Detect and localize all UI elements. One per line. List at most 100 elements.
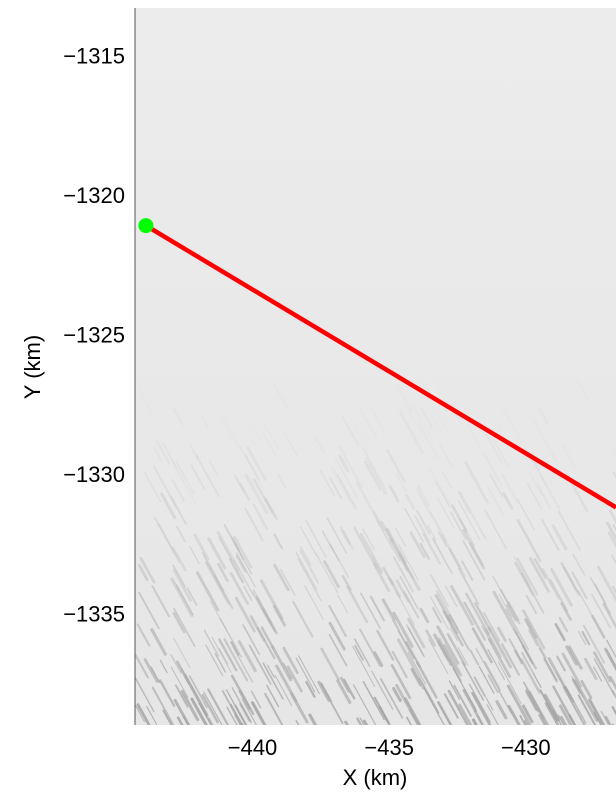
texture-streak <box>170 577 194 618</box>
texture-streak <box>437 701 453 725</box>
texture-streak <box>532 673 542 688</box>
texture-streak <box>483 661 501 692</box>
texture-streak <box>396 638 421 680</box>
texture-streak <box>409 531 426 558</box>
texture-streak <box>265 499 276 518</box>
texture-streak <box>137 564 149 581</box>
texture-streak <box>173 637 191 668</box>
texture-streak <box>137 386 153 413</box>
texture-streak <box>135 654 149 679</box>
texture-streak <box>172 568 193 602</box>
texture-streak <box>338 445 364 489</box>
texture-streak <box>266 684 280 708</box>
texture-streak <box>341 414 360 447</box>
texture-streak <box>204 561 230 605</box>
texture-streak <box>561 443 576 467</box>
texture-streak <box>523 719 529 725</box>
texture-streak <box>397 630 415 660</box>
texture-streak <box>151 585 171 618</box>
texture-streak <box>208 459 218 476</box>
texture-streak <box>336 473 357 509</box>
texture-streak <box>388 484 400 503</box>
texture-streak <box>498 593 513 618</box>
texture-streak <box>328 621 346 651</box>
texture-streak <box>360 408 378 440</box>
y-tick-label: −1335 <box>63 601 125 626</box>
texture-streak <box>471 691 492 725</box>
texture-streak <box>326 517 348 554</box>
texture-streak <box>458 567 480 605</box>
x-tick-label: −440 <box>228 735 278 760</box>
texture-streak <box>608 655 616 671</box>
texture-streak <box>159 659 168 674</box>
texture-streak <box>474 602 492 632</box>
texture-streak <box>430 574 450 608</box>
texture-streak <box>238 482 251 501</box>
texture-streak <box>462 688 477 713</box>
texture-streak <box>403 590 420 619</box>
texture-streak <box>233 536 253 569</box>
texture-streak <box>468 541 486 570</box>
texture-streak <box>499 588 521 625</box>
texture-streak <box>138 591 160 630</box>
texture-streak <box>593 658 615 696</box>
texture-streak <box>155 440 171 465</box>
texture-streak <box>487 486 505 516</box>
texture-streak <box>589 700 605 725</box>
texture-streak <box>557 510 582 552</box>
texture-streak <box>450 584 474 626</box>
texture-streak <box>314 436 326 454</box>
texture-streak <box>154 517 177 556</box>
texture-streak <box>461 661 485 701</box>
texture-streak <box>373 651 384 668</box>
texture-streak <box>577 630 587 645</box>
texture-streak <box>561 652 583 688</box>
texture-streak <box>277 473 287 490</box>
texture-streak <box>437 531 447 547</box>
texture-streak <box>544 702 560 725</box>
texture-streak <box>573 679 599 722</box>
texture-streak <box>538 407 550 426</box>
texture-streak <box>136 703 151 725</box>
texture-streak <box>362 680 385 721</box>
texture-streak <box>399 575 419 610</box>
texture-streak <box>464 461 489 504</box>
texture-streak <box>210 601 228 632</box>
texture-streak <box>372 510 386 532</box>
y-axis-label: Y (km) <box>20 335 45 399</box>
texture-streak <box>171 478 185 502</box>
texture-streak <box>234 704 248 725</box>
texture-streak <box>172 564 186 588</box>
texture-streak <box>407 617 426 649</box>
texture-streak <box>263 422 280 451</box>
texture-streak <box>190 464 206 491</box>
texture-streak <box>264 692 284 725</box>
texture-streak <box>180 668 205 711</box>
texture-streak <box>150 666 161 684</box>
texture-streak <box>425 392 449 435</box>
texture-streak <box>416 485 431 508</box>
texture-streak <box>317 680 331 702</box>
texture-streak <box>457 647 469 666</box>
texture-streak <box>572 553 586 576</box>
texture-streak <box>422 532 441 565</box>
texture-streak <box>428 466 451 506</box>
texture-streak <box>551 524 568 551</box>
texture-streak <box>516 498 535 531</box>
texture-streak <box>525 690 538 712</box>
texture-streak <box>235 554 247 573</box>
texture-streak <box>260 626 275 649</box>
texture-streak <box>352 646 376 688</box>
texture-streak <box>465 422 482 450</box>
texture-streak <box>612 524 616 532</box>
series-layer <box>144 223 616 510</box>
texture-streak <box>427 410 442 434</box>
texture-streak <box>605 639 616 659</box>
texture-streak <box>162 709 173 725</box>
texture-streak <box>604 715 612 725</box>
texture-streak <box>406 716 412 725</box>
texture-streak <box>506 604 517 622</box>
x-tick-label: −435 <box>364 735 414 760</box>
texture-streak <box>600 710 609 725</box>
texture-streak <box>352 684 377 725</box>
